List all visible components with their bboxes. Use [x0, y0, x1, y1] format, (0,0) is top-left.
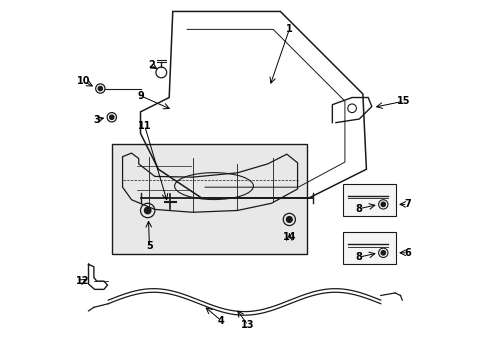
- Text: 13: 13: [241, 320, 254, 330]
- Text: 8: 8: [355, 252, 362, 262]
- Text: 1: 1: [285, 24, 292, 35]
- Circle shape: [144, 207, 151, 214]
- Text: 3: 3: [93, 115, 100, 125]
- Text: 4: 4: [217, 316, 224, 325]
- Text: 8: 8: [355, 204, 362, 214]
- Circle shape: [380, 251, 385, 255]
- Text: 2: 2: [147, 60, 154, 70]
- Bar: [112, 144, 306, 253]
- Text: 11: 11: [138, 121, 151, 131]
- Text: 5: 5: [146, 241, 153, 251]
- Circle shape: [286, 217, 292, 222]
- Text: 6: 6: [404, 248, 410, 258]
- Circle shape: [98, 86, 102, 91]
- Circle shape: [380, 202, 385, 207]
- Bar: [343, 184, 395, 216]
- Text: 12: 12: [76, 276, 89, 286]
- Text: 7: 7: [404, 199, 410, 210]
- Text: 14: 14: [282, 232, 295, 242]
- Circle shape: [109, 115, 114, 120]
- Bar: [343, 232, 395, 264]
- Text: 10: 10: [77, 76, 90, 86]
- Text: 9: 9: [137, 91, 143, 101]
- Text: 15: 15: [397, 96, 410, 106]
